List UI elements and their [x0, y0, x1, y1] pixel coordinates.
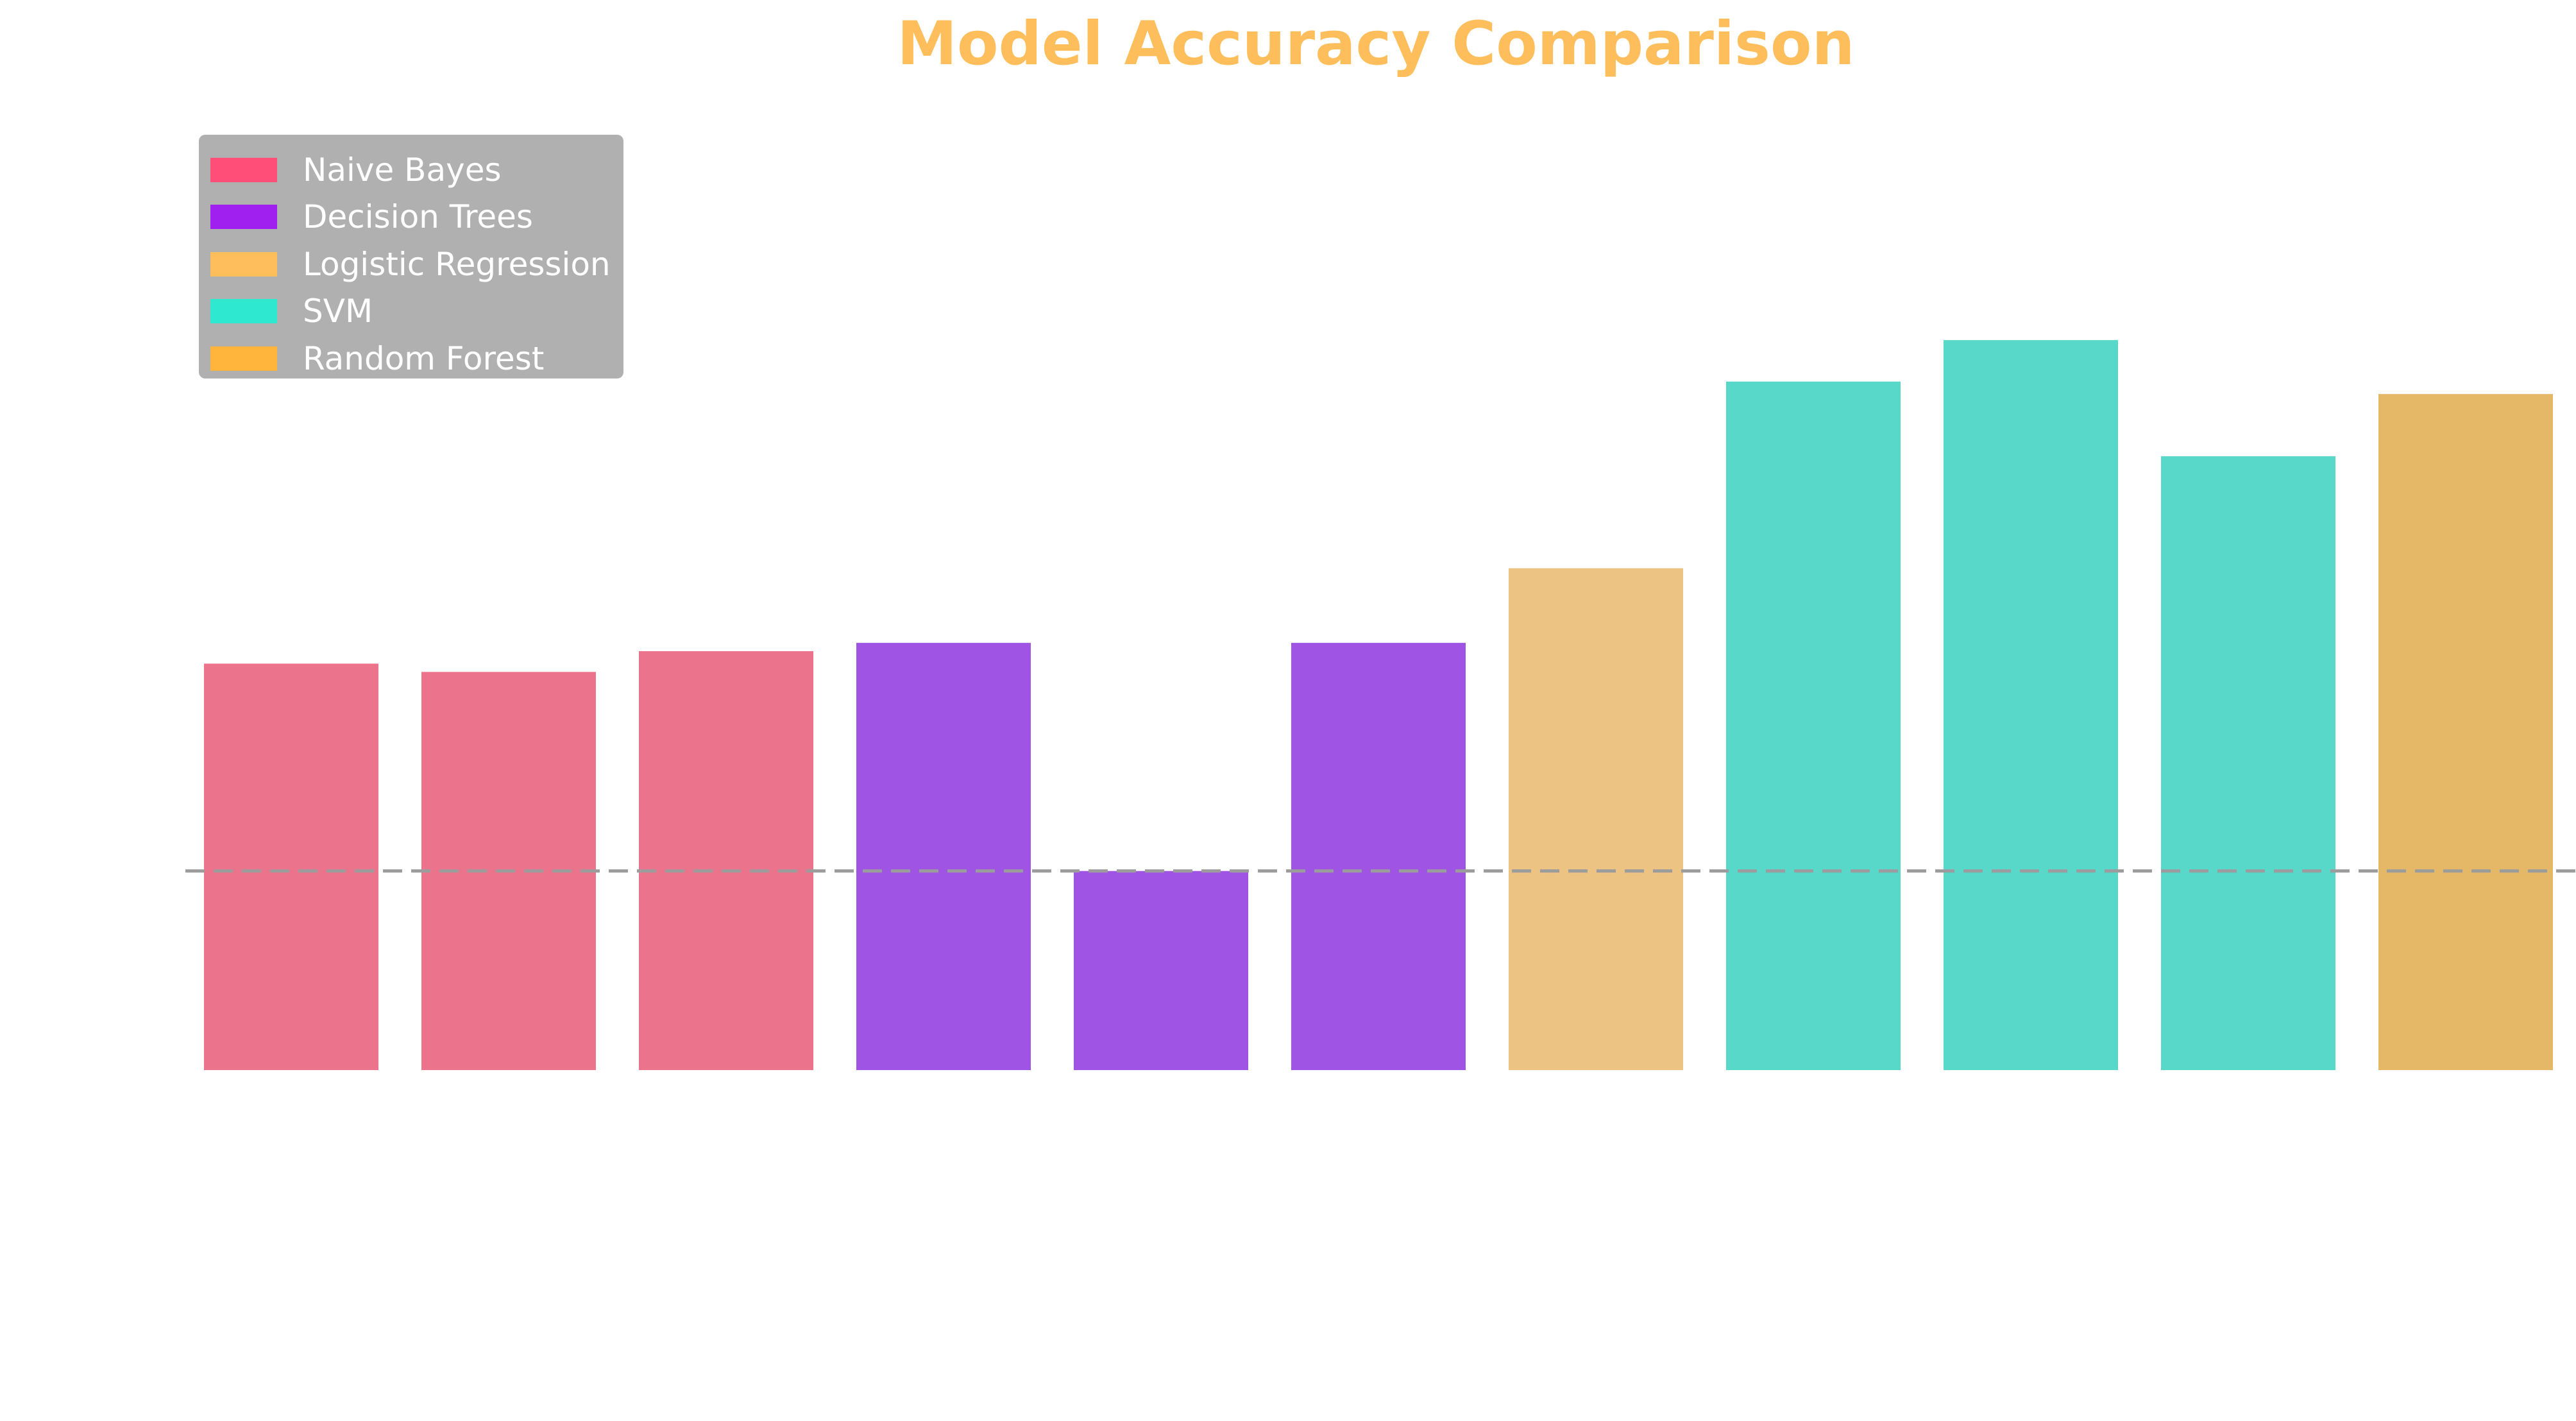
legend-item-naive-bayes: Naive Bayes: [210, 146, 623, 194]
bar-decision-trees-4: [856, 643, 1031, 1070]
chart-title: Model Accuracy Comparison: [897, 9, 1855, 79]
bar-svm-8: [1726, 381, 1901, 1070]
legend-item-logistic-regression: Logistic Regression: [210, 241, 623, 288]
bar-random-forest-11: [2378, 394, 2553, 1070]
legend-label-decision-trees: Decision Trees: [303, 198, 533, 236]
bar-svm-9: [1944, 340, 2118, 1070]
legend: Naive Bayes Decision Trees Logistic Regr…: [199, 135, 623, 379]
bar-svm-10: [2161, 456, 2335, 1070]
legend-label-naive-bayes: Naive Bayes: [303, 151, 502, 189]
legend-label-svm: SVM: [303, 293, 373, 330]
legend-item-svm: SVM: [210, 288, 623, 336]
legend-item-random-forest: Random Forest: [210, 335, 623, 382]
legend-swatch-logistic-regression: [210, 251, 277, 277]
bar-naive-bayes-1: [204, 663, 378, 1070]
legend-label-logistic-regression: Logistic Regression: [303, 245, 611, 283]
legend-label-random-forest: Random Forest: [303, 339, 545, 377]
legend-item-decision-trees: Decision Trees: [210, 194, 623, 241]
legend-swatch-random-forest: [210, 346, 277, 371]
bar-logistic-regression-7: [1509, 568, 1683, 1070]
legend-swatch-svm: [210, 299, 277, 324]
bar-decision-trees-5: [1074, 871, 1248, 1070]
bar-naive-bayes-3: [639, 651, 813, 1070]
bar-decision-trees-6: [1291, 643, 1466, 1070]
legend-swatch-naive-bayes: [210, 157, 277, 182]
legend-swatch-decision-trees: [210, 205, 277, 230]
